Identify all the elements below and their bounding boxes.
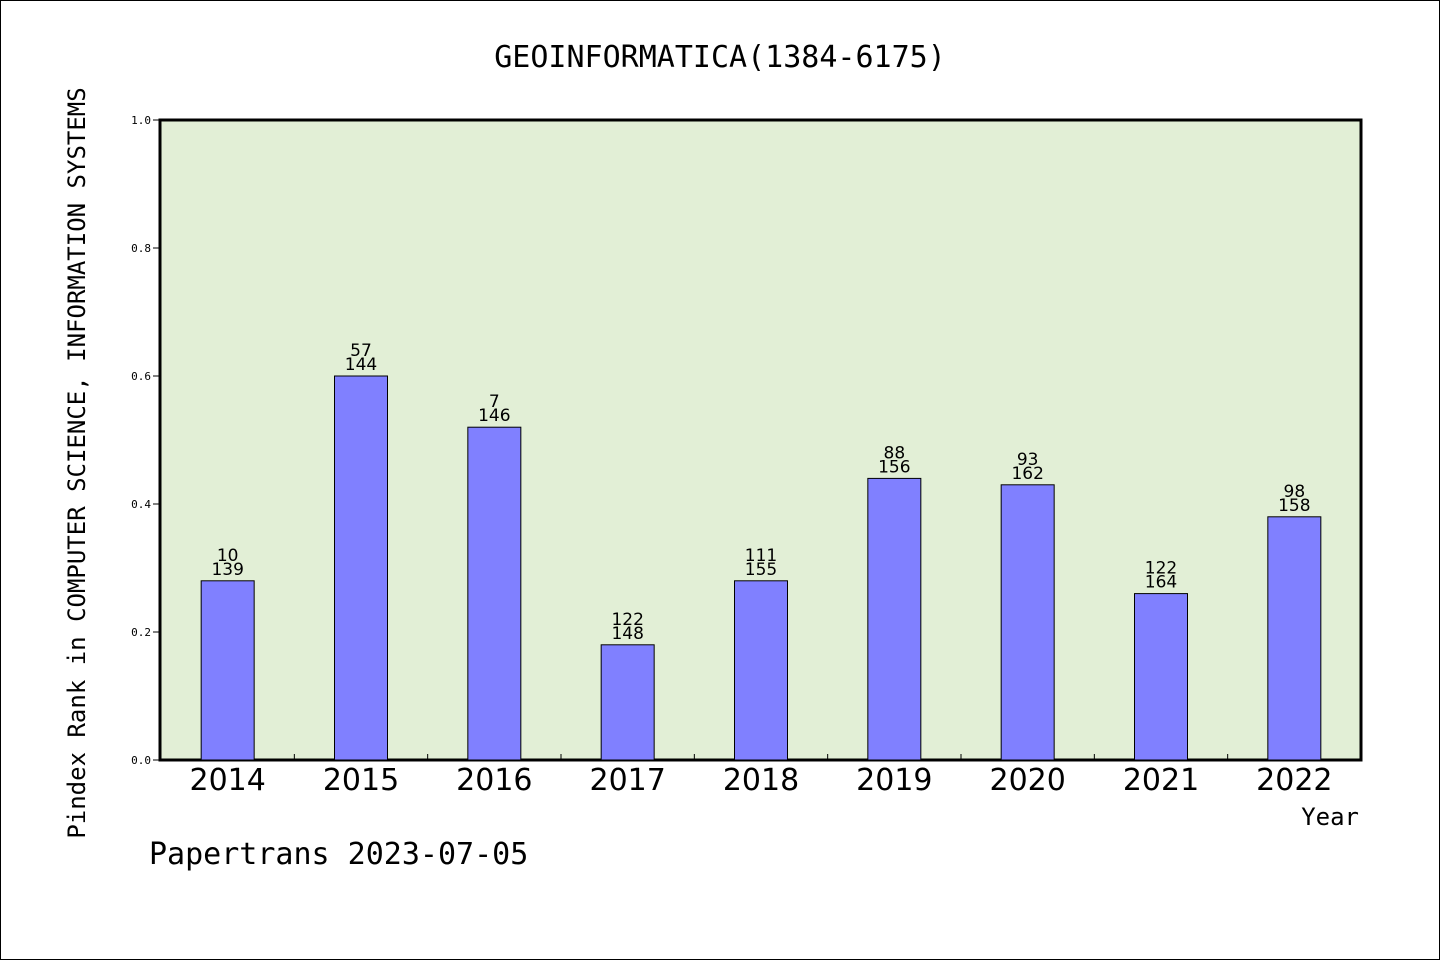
- bar-2018: [734, 580, 788, 761]
- y-tick-label: 0.4: [131, 498, 151, 511]
- x-axis-label: Year: [1301, 803, 1359, 831]
- bar-2015: [334, 375, 388, 761]
- total-label: 158: [1278, 496, 1310, 516]
- total-label: 155: [745, 560, 777, 580]
- x-tick-label: 2020: [989, 763, 1065, 798]
- x-tick-label: 2014: [189, 763, 265, 798]
- y-tick-label: 0.0: [131, 754, 151, 767]
- x-axis: 2014 2015 2016 2017 2018 2019 2020 2021 2022: [189, 754, 1333, 798]
- y-axis-label: Pindex Rank in COMPUTER SCIENCE, INFORMA…: [63, 87, 91, 838]
- rank-label: 122: [611, 610, 643, 630]
- rank-label: 98: [1284, 482, 1306, 502]
- rank-label: 57: [350, 341, 372, 361]
- bar-2021: [1134, 593, 1188, 761]
- rank-label: 122: [1145, 559, 1177, 579]
- y-tick-label: 0.2: [131, 626, 151, 639]
- y-axis: 0.0 0.2 0.4 0.6 0.8 1.0: [131, 114, 160, 767]
- y-tick-label: 0.6: [131, 370, 151, 383]
- x-tick-label: 2018: [723, 763, 799, 798]
- x-tick-label: 2015: [323, 763, 399, 798]
- chart-title: GEOINFORMATICA(1384-6175): [494, 40, 946, 75]
- bar-2022: [1267, 516, 1322, 761]
- total-label: 144: [345, 355, 377, 375]
- y-tick-label: 0.8: [131, 242, 151, 255]
- bar-2019: [867, 477, 922, 761]
- y-tick-label: 1.0: [131, 114, 151, 127]
- bar-2016: [467, 426, 522, 761]
- x-tick-label: 2016: [456, 763, 532, 798]
- rank-label: 10: [217, 546, 239, 566]
- total-label: 164: [1145, 573, 1177, 593]
- x-tick-label: 2021: [1123, 763, 1199, 798]
- x-tick-label: 2022: [1256, 763, 1332, 798]
- total-label: 162: [1011, 464, 1043, 484]
- rank-label: 111: [745, 546, 777, 566]
- x-tick-label: 2017: [589, 763, 665, 798]
- rank-label: 93: [1017, 450, 1039, 470]
- total-label: 148: [611, 624, 643, 644]
- total-label: 146: [478, 406, 510, 426]
- total-label: 156: [878, 457, 910, 477]
- bar-2017: [600, 644, 655, 761]
- rank-label: 88: [884, 443, 906, 463]
- rank-label: 7: [489, 392, 500, 412]
- bar-2014: [200, 580, 255, 761]
- x-tick-label: 2019: [856, 763, 932, 798]
- footer-credit: Papertrans 2023-07-05: [149, 837, 528, 872]
- bar-2020: [1000, 484, 1055, 761]
- total-label: 139: [211, 560, 243, 580]
